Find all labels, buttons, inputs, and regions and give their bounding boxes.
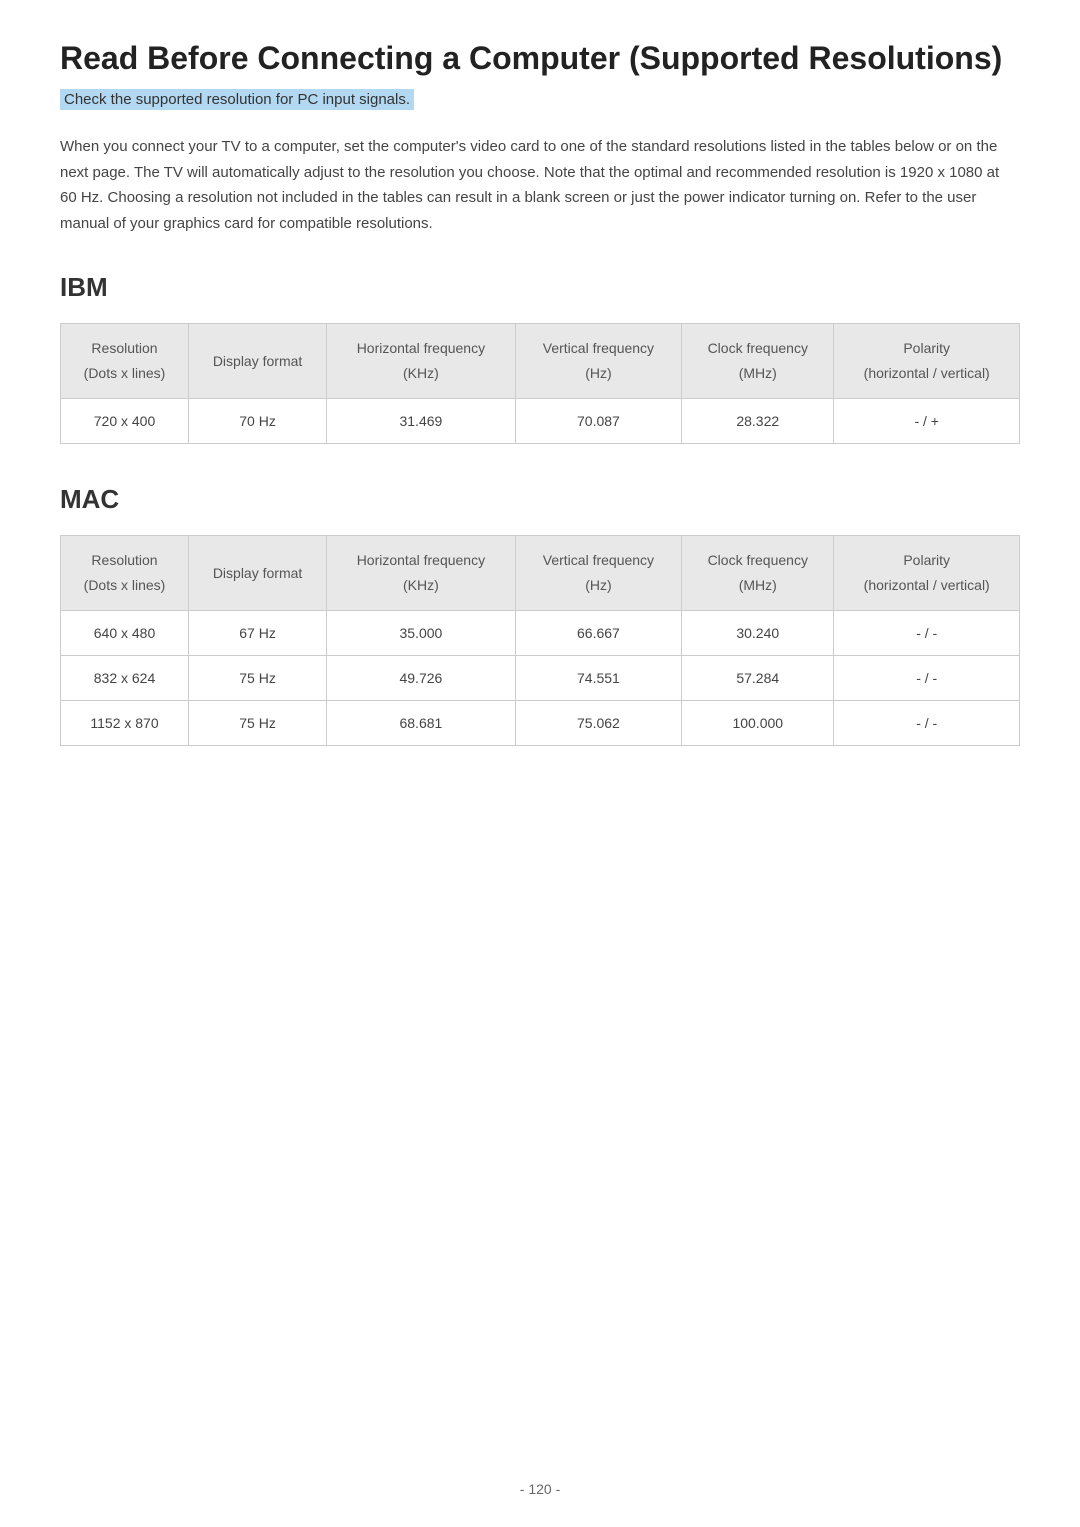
cell-vert: 66.667 [515,611,681,656]
col-vert-sub: (Hz) [524,575,673,596]
cell-polarity: - / + [834,399,1020,444]
cell-clock: 28.322 [682,399,834,444]
cell-clock: 30.240 [682,611,834,656]
col-resolution-main: Resolution [91,552,157,568]
cell-vert: 75.062 [515,701,681,746]
col-display-format: Display format [189,536,327,611]
col-horizontal-freq: Horizontal frequency (KHz) [327,324,516,399]
col-polarity-sub: (horizontal / vertical) [842,575,1011,596]
cell-resolution: 640 x 480 [61,611,189,656]
col-horizontal-freq: Horizontal frequency (KHz) [327,536,516,611]
col-vertical-freq: Vertical frequency (Hz) [515,324,681,399]
cell-horiz: 49.726 [327,656,516,701]
col-display-format: Display format [189,324,327,399]
col-vert-main: Vertical frequency [543,552,654,568]
col-resolution-main: Resolution [91,340,157,356]
ibm-table: Resolution (Dots x lines) Display format… [60,323,1020,444]
col-clock-sub: (MHz) [690,575,825,596]
mac-table: Resolution (Dots x lines) Display format… [60,535,1020,746]
col-clock-freq: Clock frequency (MHz) [682,324,834,399]
intro-paragraph: When you connect your TV to a computer, … [60,134,1020,236]
col-vertical-freq: Vertical frequency (Hz) [515,536,681,611]
mac-heading: MAC [60,484,1020,515]
col-clock-freq: Clock frequency (MHz) [682,536,834,611]
col-polarity: Polarity (horizontal / vertical) [834,536,1020,611]
cell-display: 70 Hz [189,399,327,444]
cell-display: 67 Hz [189,611,327,656]
col-horiz-main: Horizontal frequency [357,552,485,568]
col-polarity-sub: (horizontal / vertical) [842,363,1011,384]
cell-vert: 74.551 [515,656,681,701]
table-row: 1152 x 870 75 Hz 68.681 75.062 100.000 -… [61,701,1020,746]
cell-resolution: 720 x 400 [61,399,189,444]
cell-clock: 57.284 [682,656,834,701]
table-header-row: Resolution (Dots x lines) Display format… [61,536,1020,611]
col-polarity-main: Polarity [903,340,950,356]
cell-polarity: - / - [834,656,1020,701]
cell-horiz: 35.000 [327,611,516,656]
col-polarity: Polarity (horizontal / vertical) [834,324,1020,399]
col-clock-main: Clock frequency [708,340,808,356]
col-resolution: Resolution (Dots x lines) [61,536,189,611]
cell-display: 75 Hz [189,656,327,701]
cell-resolution: 1152 x 870 [61,701,189,746]
col-horiz-sub: (KHz) [335,363,507,384]
table-row: 832 x 624 75 Hz 49.726 74.551 57.284 - /… [61,656,1020,701]
table-row: 720 x 400 70 Hz 31.469 70.087 28.322 - /… [61,399,1020,444]
col-polarity-main: Polarity [903,552,950,568]
table-row: 640 x 480 67 Hz 35.000 66.667 30.240 - /… [61,611,1020,656]
col-horiz-main: Horizontal frequency [357,340,485,356]
cell-clock: 100.000 [682,701,834,746]
page-title: Read Before Connecting a Computer (Suppo… [60,40,1020,77]
ibm-section: IBM Resolution (Dots x lines) Display fo… [60,272,1020,444]
cell-resolution: 832 x 624 [61,656,189,701]
table-header-row: Resolution (Dots x lines) Display format… [61,324,1020,399]
cell-polarity: - / - [834,701,1020,746]
highlighted-subtitle: Check the supported resolution for PC in… [60,89,414,110]
ibm-heading: IBM [60,272,1020,303]
cell-horiz: 68.681 [327,701,516,746]
col-clock-main: Clock frequency [708,552,808,568]
col-vert-sub: (Hz) [524,363,673,384]
col-resolution-sub: (Dots x lines) [69,363,180,384]
col-resolution: Resolution (Dots x lines) [61,324,189,399]
cell-horiz: 31.469 [327,399,516,444]
col-horiz-sub: (KHz) [335,575,507,596]
cell-polarity: - / - [834,611,1020,656]
cell-vert: 70.087 [515,399,681,444]
page-number: - 120 - [0,1481,1080,1497]
col-resolution-sub: (Dots x lines) [69,575,180,596]
col-vert-main: Vertical frequency [543,340,654,356]
col-clock-sub: (MHz) [690,363,825,384]
cell-display: 75 Hz [189,701,327,746]
mac-section: MAC Resolution (Dots x lines) Display fo… [60,484,1020,746]
